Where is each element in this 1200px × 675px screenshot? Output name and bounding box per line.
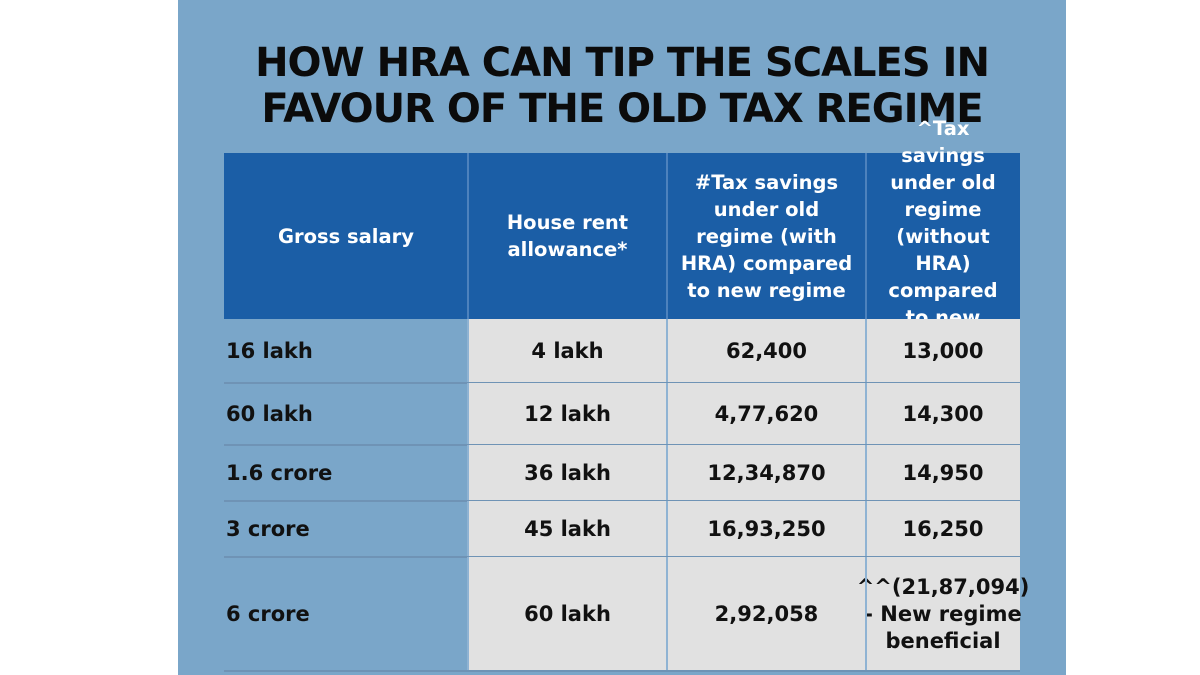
cell-tax-savings-with-hra: 4,77,620 — [667, 383, 866, 445]
chart-title: HOW HRA CAN TIP THE SCALES IN FAVOUR OF … — [178, 40, 1066, 132]
cell-house-rent-allowance: 12 lakh — [468, 383, 667, 445]
row-column-divider — [865, 319, 867, 383]
table-row-1-6-crore: 1.6 crore 36 lakh 12,34,870 14,950 — [224, 445, 1020, 501]
column-header-gross-salary: Gross salary — [278, 224, 414, 248]
cell-house-rent-allowance: 45 lakh — [468, 501, 667, 557]
row-column-divider — [865, 383, 867, 445]
cell-tax-savings-without-hra: ^^(21,87,094) - New regime beneficial — [857, 557, 1029, 671]
tax-comparison-table: Gross salary House rent allowance* #Tax … — [224, 116, 1029, 675]
cell-gross-salary: 1.6 crore — [226, 460, 333, 485]
table-row-6-crore: 6 crore 60 lakh 2,92,058 ^^(21,87,094) - Ne… — [224, 557, 1029, 671]
row-column-divider — [467, 557, 469, 671]
cell-tax-savings-without-hra: 13,000 — [866, 319, 1020, 383]
cell-house-rent-allowance: 4 lakh — [468, 319, 667, 383]
cell-gross-salary: 60 lakh — [226, 401, 313, 426]
column-header-tax-savings-with-hra: #Tax savings under old regime (with HRA)… — [680, 170, 853, 302]
cell-tax-savings-with-hra: 16,93,250 — [667, 501, 866, 557]
table-header: Gross salary House rent allowance* #Tax … — [224, 116, 1020, 356]
table-row-16-lakh: 16 lakh 4 lakh 62,400 13,000 — [224, 319, 1020, 383]
row-column-divider — [467, 383, 469, 445]
row-column-divider — [467, 319, 469, 383]
header-column-divider — [865, 153, 867, 319]
title-line-2: FAVOUR OF THE OLD TAX REGIME — [261, 86, 983, 132]
cell-tax-savings-with-hra: 2,92,058 — [667, 557, 866, 671]
row-column-divider — [666, 501, 668, 557]
header-column-divider — [666, 153, 668, 319]
cell-tax-savings-without-hra: 14,950 — [866, 445, 1020, 501]
cell-gross-salary: 3 crore — [226, 516, 310, 541]
cell-gross-salary: 6 crore — [226, 601, 310, 626]
cell-tax-savings-without-hra: 16,250 — [866, 501, 1020, 557]
row-column-divider — [865, 445, 867, 501]
header-column-divider — [467, 153, 469, 319]
row-column-divider — [865, 557, 867, 671]
cell-house-rent-allowance: 60 lakh — [468, 557, 667, 671]
row-column-divider — [865, 501, 867, 557]
row-column-divider — [467, 445, 469, 501]
row-column-divider — [467, 501, 469, 557]
row-column-divider — [666, 319, 668, 383]
row-divider — [224, 670, 1020, 672]
cell-house-rent-allowance: 36 lakh — [468, 445, 667, 501]
table-row-60-lakh: 60 lakh 12 lakh 4,77,620 14,300 — [224, 383, 1020, 445]
column-header-tax-savings-without-hra: ^Tax savings under old regime (without H… — [888, 116, 998, 356]
cell-tax-savings-with-hra: 62,400 — [667, 319, 866, 383]
row-column-divider — [666, 557, 668, 671]
column-header-house-rent-allowance: House rent allowance* — [506, 211, 629, 261]
cell-gross-salary: 16 lakh — [226, 338, 313, 363]
row-column-divider — [666, 383, 668, 445]
infographic-panel: HOW HRA CAN TIP THE SCALES IN FAVOUR OF … — [178, 0, 1066, 675]
title-line-1: HOW HRA CAN TIP THE SCALES IN — [255, 40, 990, 86]
cell-tax-savings-with-hra: 12,34,870 — [667, 445, 866, 501]
cell-tax-savings-without-hra: 14,300 — [866, 383, 1020, 445]
row-column-divider — [666, 445, 668, 501]
table-row-3-crore: 3 crore 45 lakh 16,93,250 16,250 — [224, 501, 1020, 557]
